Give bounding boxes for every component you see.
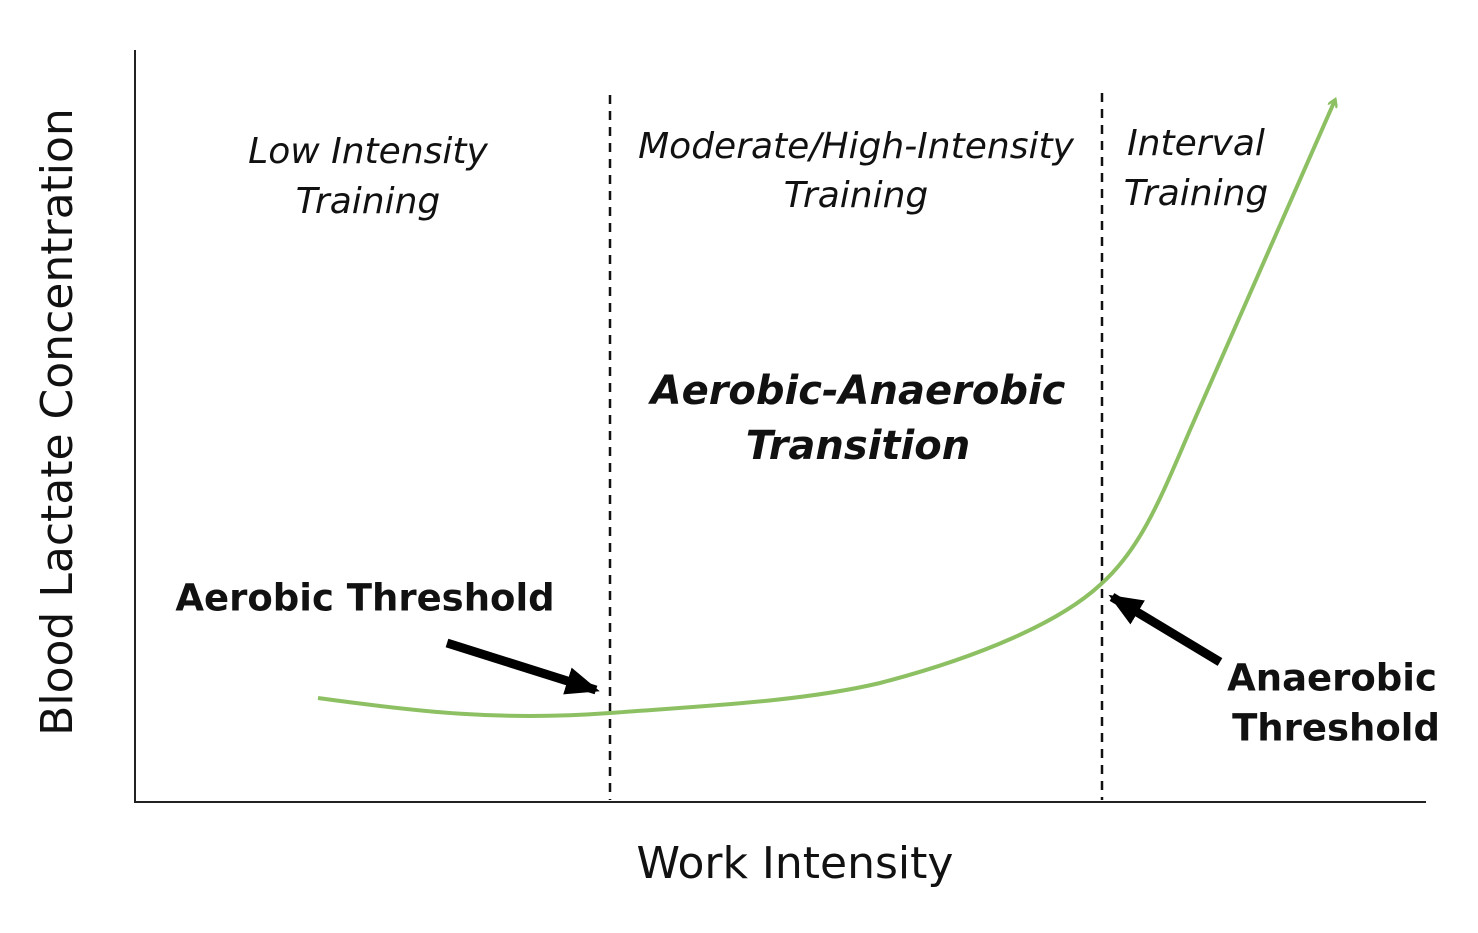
anaerobic-arrow xyxy=(1108,593,1223,666)
y-axis-label: Blood Lactate Concentration xyxy=(32,108,83,736)
zone-label: Moderate/High-Intensity xyxy=(638,126,1074,167)
x-axis-label: Work Intensity xyxy=(637,838,954,889)
zone-label: Training xyxy=(296,181,441,222)
transition-label: Transition xyxy=(746,423,970,469)
threshold-label: Aerobic Threshold xyxy=(175,577,554,620)
lactate-curve xyxy=(317,100,1335,718)
zone-label: Training xyxy=(784,175,929,216)
transition-label: Aerobic-Anaerobic xyxy=(648,368,1066,414)
threshold-label: Threshold xyxy=(1232,707,1440,750)
threshold-label: Anaerobic xyxy=(1227,657,1437,700)
zone-label: Training xyxy=(1124,173,1269,214)
aerobic-arrow xyxy=(445,638,600,695)
zone-label: Interval xyxy=(1127,123,1265,164)
zone-label: Low Intensity xyxy=(248,131,488,172)
axes xyxy=(134,50,1426,803)
